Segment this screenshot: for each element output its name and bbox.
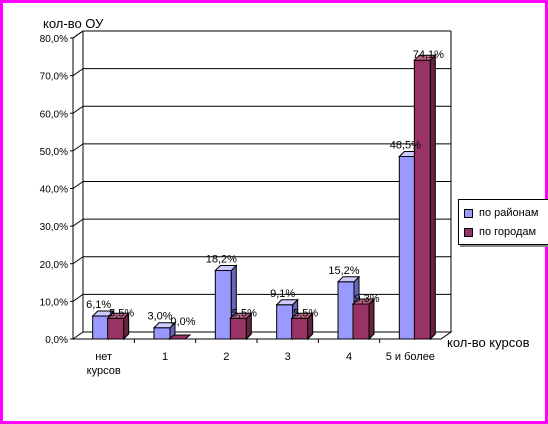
x-tick-label: 5 и более [386,351,435,363]
legend-label-series-2: по городам [479,226,537,238]
legend-swatch-series-1 [464,208,473,218]
bar-chart: 0,0%10,0%20,0%30,0%40,0%50,0%60,0%70,0%8… [40,16,530,377]
bar-series-1 [337,281,355,340]
bar-series-2 [291,317,309,340]
y-tick-label: 10,0% [40,297,68,308]
bar-series-2 [413,59,431,340]
data-label: 3,0% [147,311,172,323]
bar-top [351,298,376,305]
gridline-depth [72,181,84,189]
data-label: 0,0% [170,316,195,328]
y-axis-title: кол-во ОУ [43,16,104,31]
legend: по районам по городам [458,199,548,245]
grid [72,30,452,332]
bar-series-1 [214,270,232,340]
gridline-depth [72,105,84,114]
data-label: 5,5% [293,307,318,319]
gridline-depth [72,143,84,152]
floor [71,331,453,340]
y-tick-label: 60,0% [40,109,68,120]
y-tick-label: 70,0% [40,72,68,83]
x-tick-label: курсов [87,365,121,377]
data-label: 9,3% [354,293,379,305]
data-label: 5,5% [232,307,257,319]
bar-series-1 [153,327,171,340]
data-label: 18,2% [206,254,237,266]
bar-top [214,265,238,272]
bar-series-2 [229,317,247,340]
gridline-depth [72,218,84,227]
bars [91,53,437,341]
x-tick-label: 3 [285,351,291,363]
data-label: 6,1% [86,299,111,311]
bar-series-2 [167,334,192,340]
bar-series-1 [92,315,110,340]
data-label: 74,1% [413,49,444,61]
bar-top [106,312,130,319]
y-tick-label: 20,0% [40,260,68,271]
x-axis-title: кол-во курсов [447,335,530,350]
x-tick-label: 4 [346,351,352,363]
y-tick-label: 30,0% [40,222,68,233]
bar-top [152,322,177,329]
x-tick-label: 2 [223,351,229,363]
data-label: 48,5% [390,140,421,152]
legend-swatch-series-2 [464,227,473,237]
bar-top [275,299,299,306]
y-tick-label: 0,0% [45,335,68,346]
labels: 6,1%5,5% 3,0%0,0%18,2%5,5%9,1%5,5%15,2%9,… [86,49,444,328]
bar-series-2 [107,317,125,340]
gridline-depth [72,293,84,302]
bar-top [91,310,115,317]
bar-series-2 [352,303,370,340]
gridline-depth [72,68,84,77]
y-axis-top [72,30,84,39]
bar-series-1 [398,156,416,340]
data-label: 9,1% [270,288,295,300]
bar-top [413,54,437,61]
data-label: 15,2% [328,265,359,277]
y-tick-label: 50,0% [40,147,68,158]
bar-side [429,53,436,341]
legend-label-series-1: по районам [479,207,539,219]
bar-series-1 [276,304,294,340]
y-tick-label: 40,0% [40,185,68,196]
legend-item-series-1: по районам [464,206,538,220]
bar-top [336,276,361,283]
bar-top [229,312,253,319]
y-tick-label: 80,0% [40,34,68,45]
legend-item-series-2: по городам [464,225,536,239]
x-tick-label: нет [95,351,112,363]
gridline-depth [72,256,84,265]
bar-top [290,312,314,319]
data-label: 5,5% [109,307,134,319]
x-tick-label: 1 [162,351,168,363]
